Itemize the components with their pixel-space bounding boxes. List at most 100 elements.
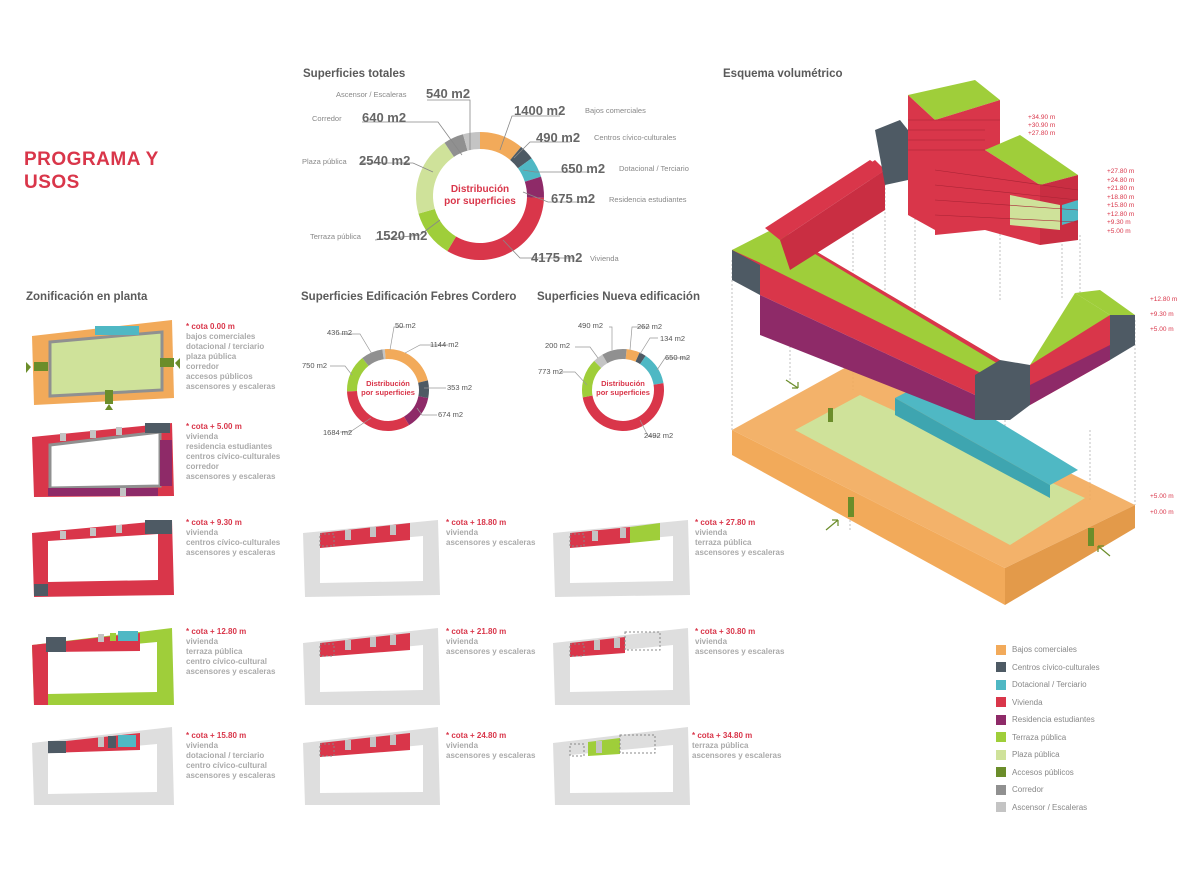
- base-level-5: +5.00 m: [1150, 493, 1174, 500]
- totales-label-plaza: Plaza pública: [302, 157, 347, 166]
- level-label: +21.80 m: [1107, 185, 1135, 192]
- zone-line: centros cívico-culturales: [186, 538, 281, 547]
- nueva-v1: 134 m2: [660, 334, 686, 343]
- zone-cota-6: * cota + 21.80 m: [446, 627, 507, 636]
- zone-line: ascensores y escaleras: [186, 771, 276, 780]
- legend-item: Residencia estudiantes: [996, 711, 1100, 729]
- donut-slice: [418, 208, 457, 252]
- totales-value-bajos: 1400 m2: [514, 103, 566, 118]
- donut-slice: [347, 391, 410, 431]
- nueva-v0: 262 m2: [637, 322, 663, 331]
- totales-label-bajos: Bajos comerciales: [585, 106, 646, 115]
- zone-cota-2: * cota + 9.30 m: [186, 518, 242, 527]
- plan-cota-12: [32, 628, 174, 705]
- level-label: +30.90 m: [1028, 122, 1056, 129]
- zone-cota-8: * cota + 27.80 m: [695, 518, 756, 527]
- zone-cota-9: * cota + 30.80 m: [695, 627, 756, 636]
- zone-line: accesos públicos: [186, 372, 253, 381]
- totales-value-vivienda: 4175 m2: [531, 250, 583, 265]
- nueva-donut-segments: [582, 348, 664, 431]
- volume-tower: [875, 80, 1079, 245]
- nueva-center-2: por superficies: [596, 388, 650, 397]
- totales-label-terraza: Terraza pública: [310, 232, 361, 241]
- legend-label: Accesos públicos: [1012, 767, 1074, 777]
- zone-line: terraza pública: [695, 538, 752, 547]
- febres-v3: 674 m2: [438, 410, 464, 419]
- zone-text-10: * cota + 34.80 m terraza pública ascenso…: [692, 731, 781, 761]
- zone-text-1: * cota + 5.00 m vivienda residencia estu…: [186, 422, 280, 482]
- legend-swatch: [996, 767, 1006, 778]
- totales-label-ascensor: Ascensor / Escaleras: [336, 90, 407, 99]
- totales-label-dotacional: Dotacional / Terciario: [619, 164, 689, 173]
- level-label: +24.80 m: [1107, 176, 1135, 184]
- zone-cota-5: * cota + 18.80 m: [446, 518, 507, 527]
- totales-label-corredor: Corredor: [312, 114, 342, 123]
- totales-label-vivienda: Vivienda: [590, 254, 619, 263]
- totales-value-residencia: 675 m2: [551, 191, 596, 206]
- zone-line: bajos comerciales: [186, 332, 256, 341]
- febres-center-1: Distribución: [366, 379, 410, 388]
- level-label: +18.80 m: [1107, 193, 1135, 201]
- zone-line: terraza pública: [186, 647, 243, 656]
- legend-swatch: [996, 714, 1006, 725]
- zone-line: vivienda: [446, 637, 479, 646]
- legend-swatch: [996, 644, 1006, 655]
- zone-line: ascensores y escaleras: [446, 538, 536, 547]
- plan-cota-18: [303, 520, 440, 597]
- zone-line: centro cívico-cultural: [186, 761, 267, 770]
- nueva-v2: 650 m2: [665, 353, 691, 362]
- zone-line: vivienda: [695, 637, 728, 646]
- febres-center-2: por superficies: [361, 388, 415, 397]
- nueva-v5: 200 m2: [545, 341, 571, 350]
- plan-cota-5: [32, 423, 174, 497]
- nueva-v3: 2492 m2: [644, 431, 674, 440]
- legend-swatch: [996, 802, 1006, 813]
- legend-label: Bajos comerciales: [1012, 645, 1077, 655]
- totales-value-ascensor: 540 m2: [426, 86, 471, 101]
- level-label: +12.80 m: [1107, 210, 1135, 218]
- nueva-title: Superficies Nueva edificación: [537, 291, 700, 303]
- nueva-v4: 773 m2: [538, 367, 564, 376]
- donut-slice: [582, 383, 664, 431]
- zone-line: ascensores y escaleras: [446, 751, 536, 760]
- legend-label: Vivienda: [1012, 697, 1043, 707]
- zone-line: terraza pública: [692, 741, 749, 750]
- plan-cota-9: [32, 520, 174, 597]
- zone-line: ascensores y escaleras: [446, 647, 536, 656]
- zonificacion-title: Zonificación en planta: [26, 291, 148, 303]
- donut-slice: [594, 354, 608, 368]
- zone-text-7: * cota + 24.80 m vivienda ascensores y e…: [446, 731, 535, 761]
- legend-swatch: [996, 732, 1006, 743]
- donut-center-line-1: Distribución: [451, 184, 509, 195]
- legend-item: Ascensor / Escaleras: [996, 799, 1100, 817]
- zone-cota-0: * cota 0.00 m: [186, 322, 235, 331]
- legend-swatch: [996, 662, 1006, 673]
- legend-label: Terraza pública: [1012, 732, 1067, 742]
- zone-cota-10: * cota + 34.80 m: [692, 731, 753, 740]
- legend-label: Dotacional / Terciario: [1012, 680, 1087, 690]
- febres-v4: 1684 m2: [323, 428, 353, 437]
- donut-slice: [382, 349, 386, 360]
- donut-slice: [463, 132, 480, 151]
- totales-value-dotacional: 650 m2: [561, 161, 606, 176]
- legend-item: Accesos públicos: [996, 764, 1100, 782]
- totales-center-label: Distribución por superficies: [444, 184, 516, 207]
- totales-donut-segments: [415, 132, 544, 261]
- febres-v0: 50 m2: [395, 321, 416, 330]
- zone-line: corredor: [186, 362, 219, 371]
- donut-slice: [418, 380, 429, 399]
- legend-item: Dotacional / Terciario: [996, 676, 1100, 694]
- zone-line: ascensores y escaleras: [695, 647, 785, 656]
- zone-line: dotacional / terciario: [186, 342, 265, 351]
- nueva-v6: 490 m2: [578, 321, 604, 330]
- zone-line: ascensores y escaleras: [186, 667, 276, 676]
- totales-value-civico: 490 m2: [536, 130, 581, 145]
- entry-arrows: [785, 379, 1111, 557]
- zone-line: vivienda: [695, 528, 728, 537]
- zone-line: centro cívico-cultural: [186, 657, 267, 666]
- nueva-center-1: Distribución: [601, 379, 645, 388]
- donut-slice: [384, 349, 428, 383]
